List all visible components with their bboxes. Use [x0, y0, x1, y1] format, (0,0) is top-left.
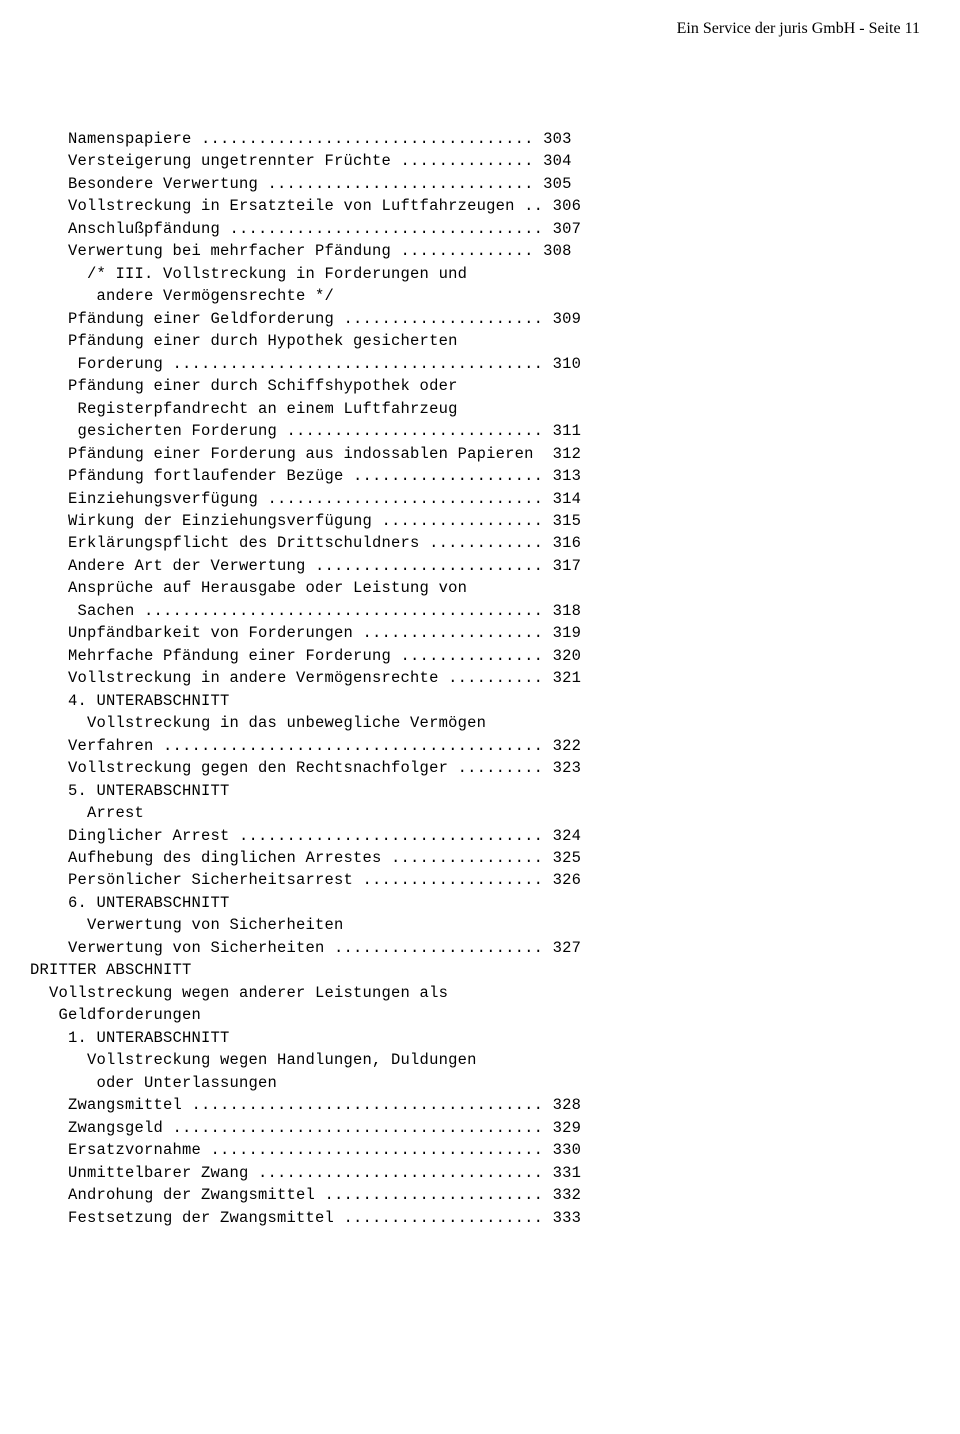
- table-of-contents: Namenspapiere ..........................…: [30, 128, 930, 1229]
- page-header: Ein Service der juris GmbH - Seite 11: [30, 20, 930, 38]
- page: Ein Service der juris GmbH - Seite 11 Na…: [0, 0, 960, 1259]
